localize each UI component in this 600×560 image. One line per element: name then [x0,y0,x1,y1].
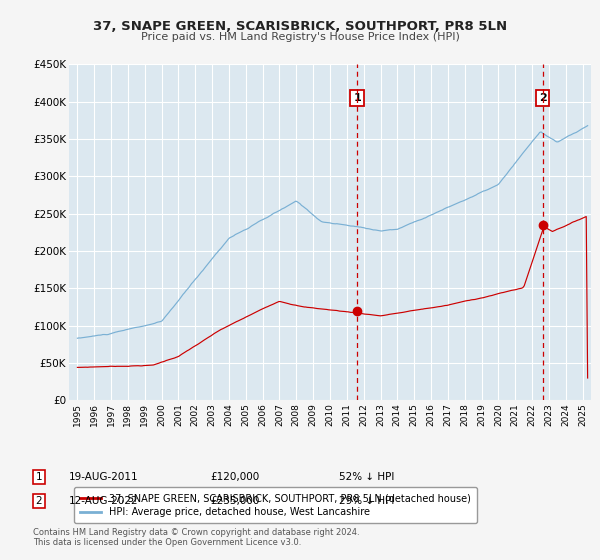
Text: 1: 1 [35,472,43,482]
Text: 52% ↓ HPI: 52% ↓ HPI [339,472,394,482]
Text: 19-AUG-2011: 19-AUG-2011 [69,472,139,482]
Text: Contains HM Land Registry data © Crown copyright and database right 2024.
This d: Contains HM Land Registry data © Crown c… [33,528,359,547]
Legend: 37, SNAPE GREEN, SCARISBRICK, SOUTHPORT, PR8 5LN (detached house), HPI: Average : 37, SNAPE GREEN, SCARISBRICK, SOUTHPORT,… [74,487,476,523]
Text: £235,000: £235,000 [210,496,259,506]
Text: Price paid vs. HM Land Registry's House Price Index (HPI): Price paid vs. HM Land Registry's House … [140,32,460,43]
Text: 37, SNAPE GREEN, SCARISBRICK, SOUTHPORT, PR8 5LN: 37, SNAPE GREEN, SCARISBRICK, SOUTHPORT,… [93,20,507,32]
Text: 29% ↓ HPI: 29% ↓ HPI [339,496,394,506]
Text: 1: 1 [353,93,361,103]
Text: 2: 2 [35,496,43,506]
Text: 2: 2 [539,93,547,103]
Text: 12-AUG-2022: 12-AUG-2022 [69,496,139,506]
Text: £120,000: £120,000 [210,472,259,482]
